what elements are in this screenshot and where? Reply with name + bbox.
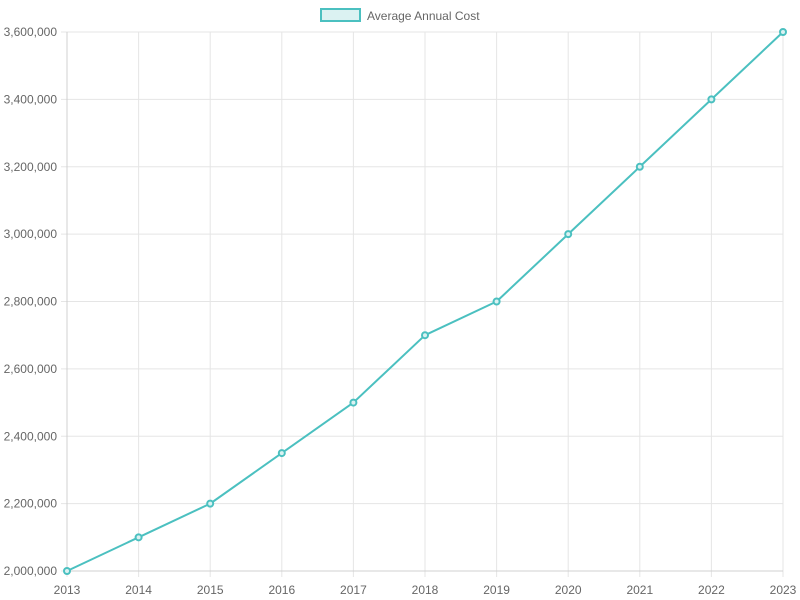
data-point[interactable]: [134, 533, 143, 542]
data-point[interactable]: [492, 297, 501, 306]
y-tick-label: 2,600,000: [4, 362, 58, 376]
data-point[interactable]: [707, 95, 716, 104]
data-point[interactable]: [635, 162, 644, 171]
y-tick-label: 2,200,000: [4, 497, 58, 511]
y-tick-label: 2,400,000: [4, 429, 58, 443]
data-point[interactable]: [564, 230, 573, 239]
data-point[interactable]: [421, 331, 429, 340]
x-tick-label: 2018: [412, 583, 439, 597]
tick-labels: 2,000,000 2,200,000 2,400,000 2,600,000 2,80…: [4, 25, 797, 597]
axes: [66, 32, 783, 572]
series-layer: [63, 28, 787, 575]
y-tick-label: 3,000,000: [4, 227, 58, 241]
x-tick-label: 2019: [483, 583, 510, 597]
data-point[interactable]: [277, 449, 286, 458]
gridlines: [61, 31, 784, 577]
x-tick-label: 2023: [770, 583, 797, 597]
y-tick-label: 3,200,000: [4, 160, 58, 174]
x-tick-label: 2013: [54, 583, 81, 597]
x-tick-label: 2017: [340, 583, 367, 597]
x-tick-label: 2014: [125, 583, 152, 597]
x-tick-label: 2016: [268, 583, 295, 597]
x-tick-label: 2015: [197, 583, 224, 597]
x-tick-label: 2021: [626, 583, 653, 597]
x-tick-label: 2020: [555, 583, 582, 597]
data-point[interactable]: [349, 398, 358, 407]
legend-label: Average Annual Cost: [367, 9, 480, 23]
data-point[interactable]: [779, 28, 787, 36]
data-point[interactable]: [206, 499, 215, 508]
legend[interactable]: Average Annual Cost: [320, 8, 480, 23]
legend-swatch: [320, 8, 361, 22]
data-point[interactable]: [63, 567, 71, 575]
y-tick-label: 2,000,000: [4, 564, 58, 578]
y-tick-label: 3,600,000: [4, 25, 58, 39]
y-tick-label: 2,800,000: [4, 295, 58, 309]
y-tick-label: 3,400,000: [4, 92, 58, 106]
x-tick-label: 2022: [698, 583, 725, 597]
